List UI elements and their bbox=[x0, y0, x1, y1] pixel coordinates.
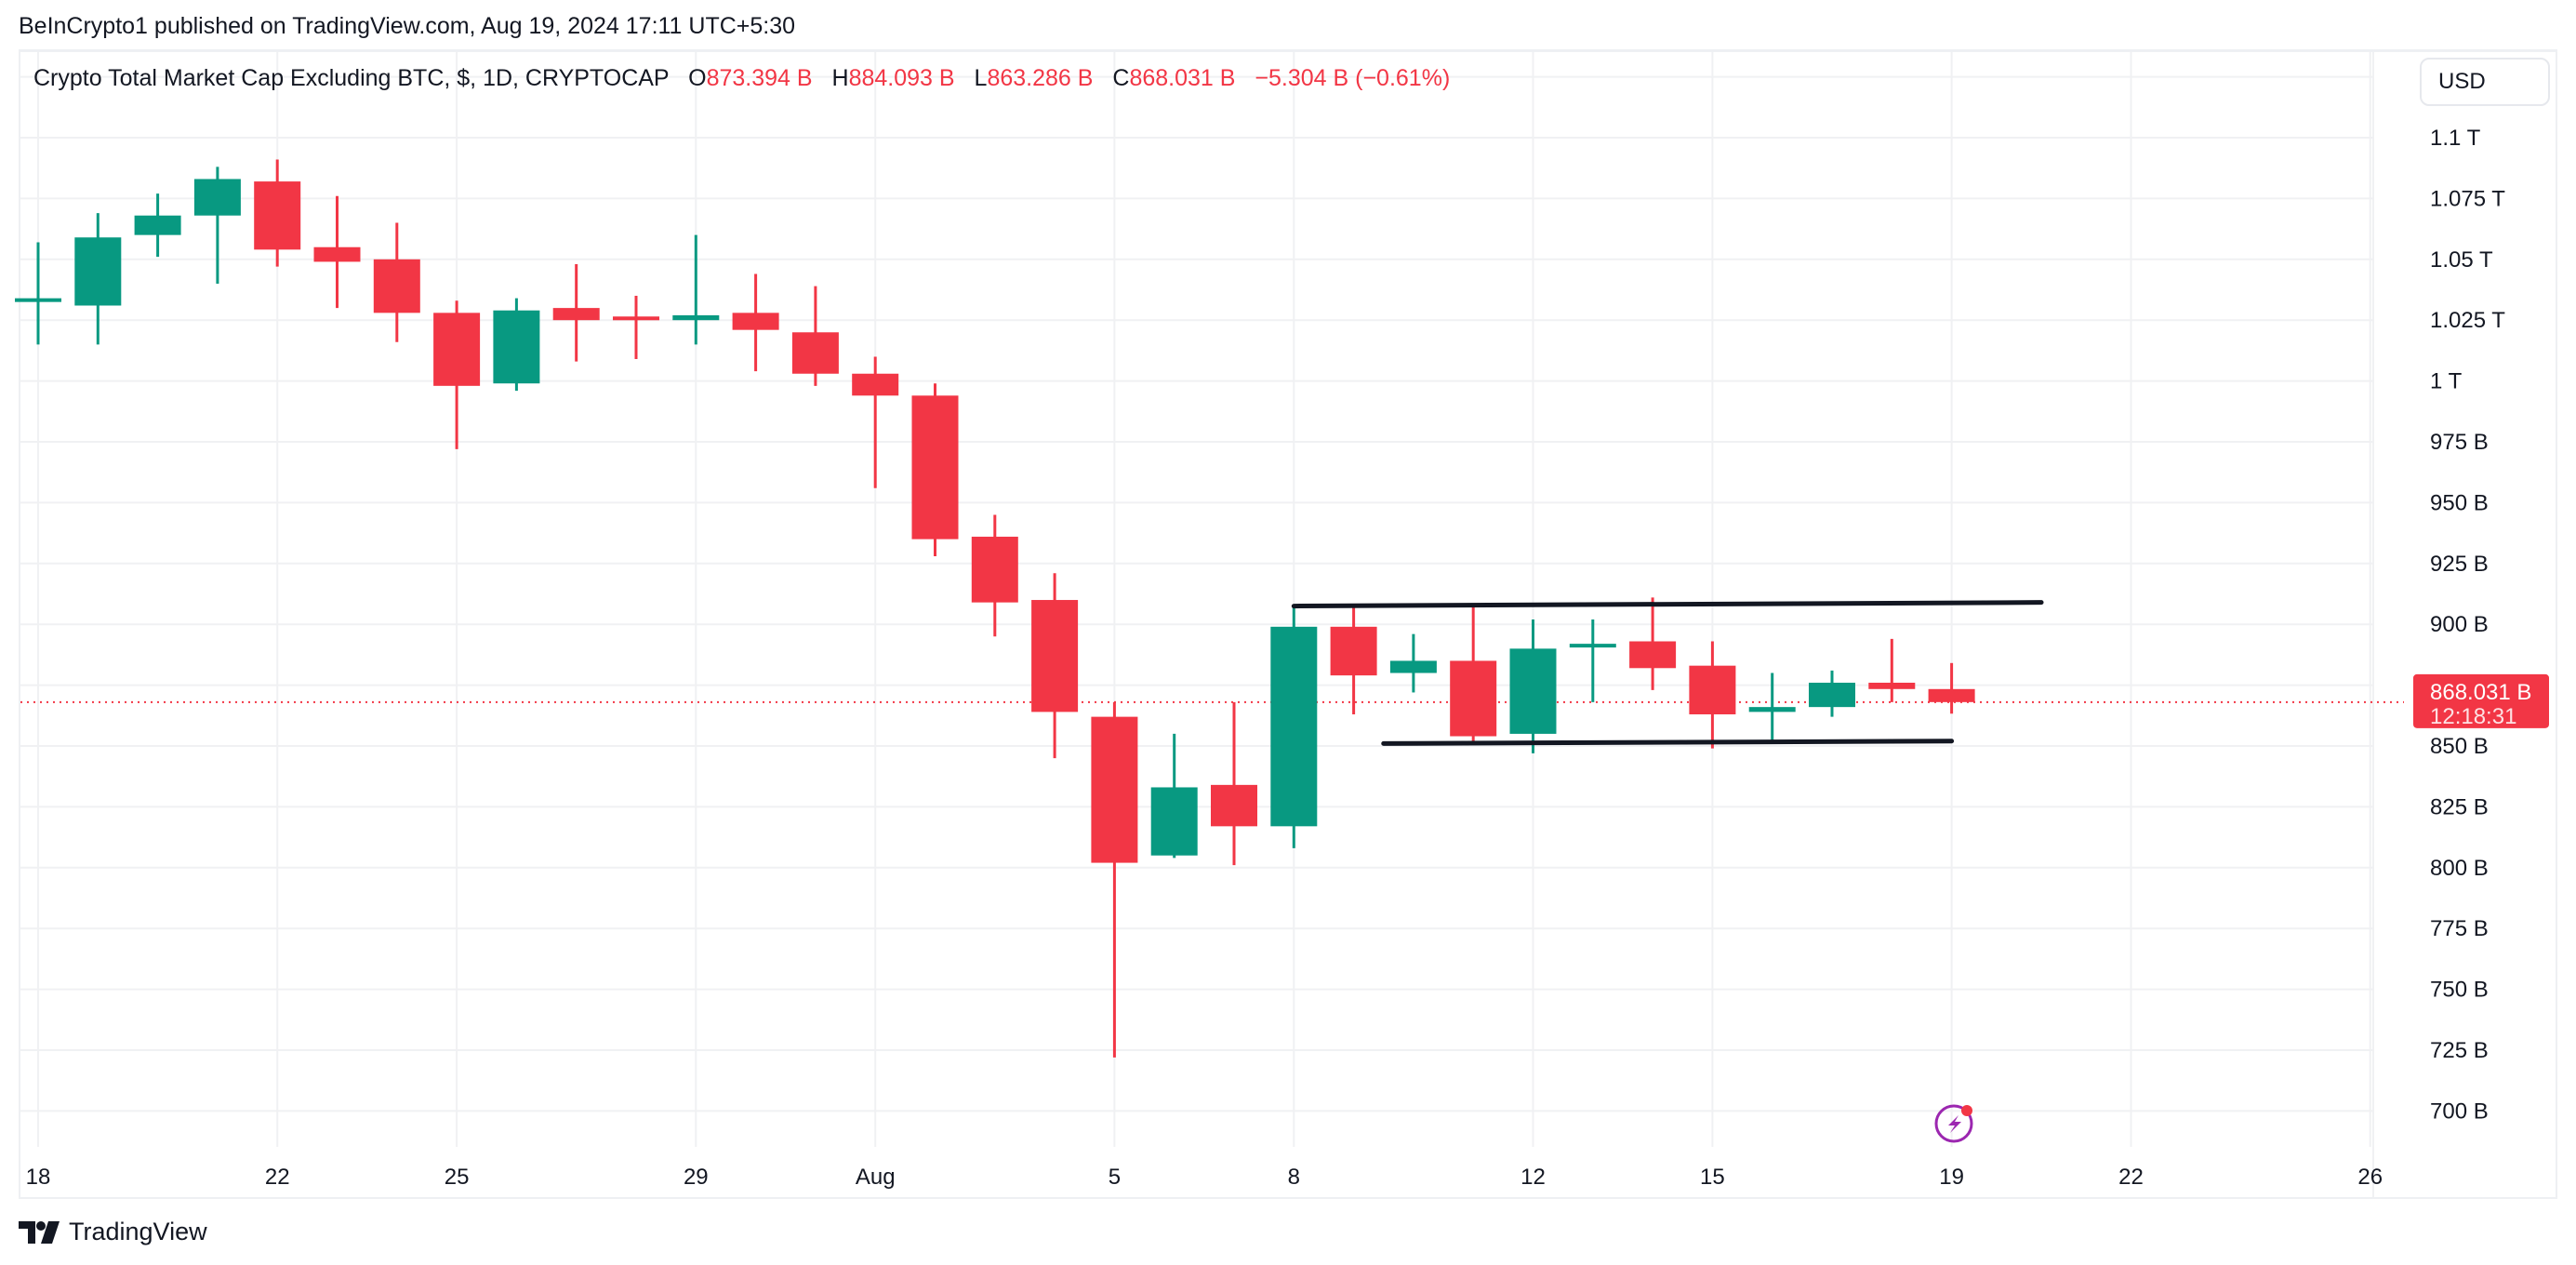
time-axis-label: 12 bbox=[1520, 1165, 1546, 1190]
price-axis-label: 950 B bbox=[2430, 490, 2489, 515]
candle bbox=[1211, 701, 1257, 866]
price-axis-label: 1.075 T bbox=[2430, 186, 2505, 211]
candles bbox=[15, 159, 1975, 1058]
time-axis-label: 22 bbox=[265, 1165, 290, 1190]
high-key: H bbox=[831, 65, 849, 91]
price-axis-label: 800 B bbox=[2430, 856, 2489, 881]
currency-button[interactable]: USD bbox=[2420, 58, 2550, 106]
high-value: 884.093 B bbox=[848, 65, 955, 91]
price-axis-label: 900 B bbox=[2430, 612, 2489, 637]
candle bbox=[1031, 573, 1079, 759]
candle bbox=[1629, 597, 1677, 690]
candle bbox=[1928, 662, 1975, 714]
price-axis-label: 1.1 T bbox=[2430, 126, 2481, 151]
time-axis[interactable]: 18 22 25 29 Aug 5 8 12 15 19 22 26 bbox=[26, 1165, 2383, 1190]
open-value: 873.394 B bbox=[706, 65, 813, 91]
price-axis-label: 700 B bbox=[2430, 1099, 2489, 1124]
time-axis-label: 26 bbox=[2357, 1165, 2383, 1190]
price-axis-label: 925 B bbox=[2430, 552, 2489, 577]
candle bbox=[1450, 605, 1497, 744]
price-axis-label: 750 B bbox=[2430, 978, 2489, 1003]
candle bbox=[852, 356, 899, 488]
range-resistance-trendline[interactable] bbox=[1291, 600, 2044, 609]
low-value: 863.286 B bbox=[987, 65, 1094, 91]
candle bbox=[613, 296, 659, 360]
candle bbox=[1509, 619, 1557, 753]
price-axis-label: 850 B bbox=[2430, 734, 2489, 759]
price-tag-countdown: 12:18:31 bbox=[2430, 704, 2516, 729]
price-axis-label: 975 B bbox=[2430, 430, 2489, 455]
price-tag-background bbox=[2413, 673, 2549, 728]
candle bbox=[74, 213, 122, 345]
symbol-title[interactable]: Crypto Total Market Cap Excluding BTC, $… bbox=[33, 65, 670, 91]
publish-info: BeInCrypto1 published on TradingView.com… bbox=[19, 13, 796, 39]
candle bbox=[1809, 670, 1855, 717]
candle bbox=[791, 286, 839, 386]
candle bbox=[1091, 701, 1138, 1058]
grid-lines bbox=[20, 50, 2556, 1197]
last-price-tag: 868.031 B 12:18:31 bbox=[2413, 673, 2549, 729]
range-support-trendline[interactable] bbox=[1381, 739, 1955, 746]
candle bbox=[193, 166, 241, 284]
candle bbox=[1689, 641, 1736, 749]
ohlc-legend: Crypto Total Market Cap Excluding BTC, $… bbox=[33, 65, 1450, 92]
candle bbox=[313, 195, 361, 309]
price-axis-label: 1 T bbox=[2430, 369, 2463, 394]
price-axis[interactable]: 1.1 T 1.075 T 1.05 T 1.025 T 1 T 975 B 950 B 92… bbox=[2430, 126, 2505, 1124]
time-axis-label: 22 bbox=[2118, 1165, 2144, 1190]
price-axis-label: 775 B bbox=[2430, 916, 2489, 941]
candle bbox=[1150, 733, 1198, 859]
close-key: C bbox=[1112, 65, 1130, 91]
trendlines[interactable] bbox=[1291, 600, 2044, 746]
candle bbox=[15, 242, 61, 345]
candle bbox=[1330, 606, 1377, 714]
candle bbox=[373, 222, 420, 342]
candle bbox=[1270, 606, 1318, 848]
open-key: O bbox=[688, 65, 707, 91]
price-axis-label: 1.025 T bbox=[2430, 308, 2505, 333]
price-axis-label: 1.05 T bbox=[2430, 247, 2493, 273]
candle bbox=[971, 514, 1018, 637]
time-axis-label: 5 bbox=[1109, 1165, 1121, 1190]
candle bbox=[552, 264, 600, 362]
candle bbox=[672, 234, 720, 345]
candle bbox=[134, 193, 181, 258]
time-axis-label: 19 bbox=[1939, 1165, 1964, 1190]
price-axis-label: 825 B bbox=[2430, 794, 2489, 819]
candle bbox=[254, 159, 301, 267]
time-axis-label: Aug bbox=[856, 1165, 896, 1190]
tradingview-logo[interactable]: TradingView bbox=[19, 1218, 207, 1246]
candle bbox=[493, 298, 540, 392]
candle bbox=[732, 273, 779, 372]
candle bbox=[1569, 619, 1616, 702]
candle bbox=[1748, 672, 1796, 744]
time-axis-label: 25 bbox=[445, 1165, 470, 1190]
price-tag-price: 868.031 B bbox=[2430, 680, 2531, 705]
price-axis-label: 725 B bbox=[2430, 1038, 2489, 1063]
time-axis-label: 18 bbox=[26, 1165, 51, 1190]
time-axis-label: 29 bbox=[684, 1165, 709, 1190]
tradingview-logo-icon bbox=[19, 1220, 60, 1244]
tradingview-brand-text: TradingView bbox=[69, 1218, 207, 1245]
change-value: −5.304 B (−0.61%) bbox=[1255, 65, 1451, 91]
candle bbox=[433, 300, 481, 449]
time-axis-label: 8 bbox=[1288, 1165, 1300, 1190]
candle bbox=[911, 383, 959, 556]
close-value: 868.031 B bbox=[1129, 65, 1236, 91]
low-key: L bbox=[974, 65, 988, 91]
lightning-alert-icon[interactable] bbox=[1934, 1104, 1973, 1143]
candle bbox=[1868, 638, 1916, 702]
candle bbox=[1389, 633, 1437, 693]
time-axis-label: 15 bbox=[1700, 1165, 1725, 1190]
